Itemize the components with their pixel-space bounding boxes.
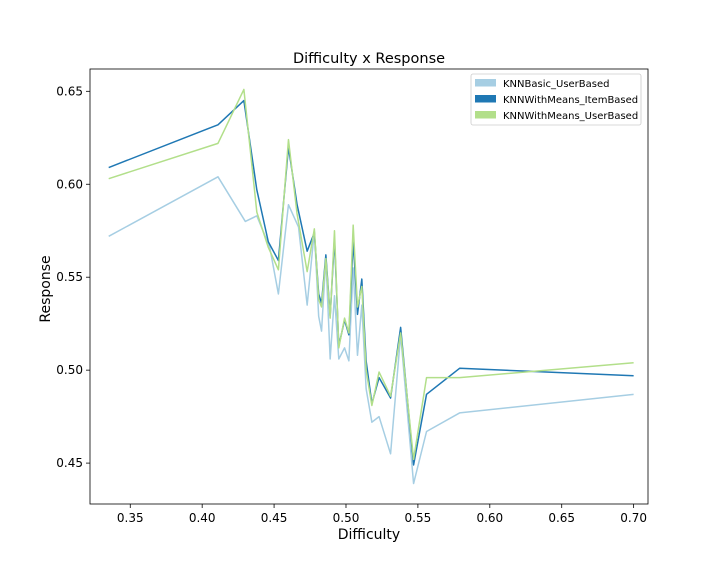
y-axis-ticks: 0.45 0.50 0.55 0.60 0.65 [56,84,90,470]
x-tick-label: 0.55 [405,511,432,525]
series-line-1 [108,176,634,485]
x-tick-label: 0.50 [333,511,360,525]
legend-swatch [475,79,496,87]
x-tick-label: 0.70 [620,511,647,525]
legend-label: KNNBasic_UserBased [503,79,609,90]
x-tick-label: 0.60 [476,511,503,525]
x-tick-label: 0.40 [189,511,216,525]
y-tick-label: 0.45 [56,456,83,470]
plot-frame [89,68,649,505]
series-lines [108,88,634,485]
chart-title: Difficulty x Response [293,51,445,67]
series-line-3 [108,88,634,461]
x-axis-label: Difficulty [338,527,400,543]
y-tick-label: 0.60 [56,177,83,191]
x-tick-label: 0.35 [117,511,144,525]
legend-swatch [475,95,496,103]
legend-label: KNNWithMeans_UserBased [503,111,638,122]
y-tick-label: 0.65 [56,84,83,98]
legend-swatch [475,111,496,119]
x-tick-label: 0.45 [261,511,288,525]
x-tick-label: 0.65 [548,511,575,525]
legend: KNNBasic_UserBased KNNWithMeans_ItemBased… [470,73,642,126]
y-axis-label: Response [38,255,54,322]
y-tick-label: 0.50 [56,363,83,377]
y-tick-label: 0.55 [56,270,83,284]
x-axis-ticks: 0.35 0.40 0.45 0.50 0.55 0.60 0.65 0.70 [117,504,647,525]
legend-box [470,73,642,126]
legend-label: KNNWithMeans_ItemBased [503,95,638,106]
